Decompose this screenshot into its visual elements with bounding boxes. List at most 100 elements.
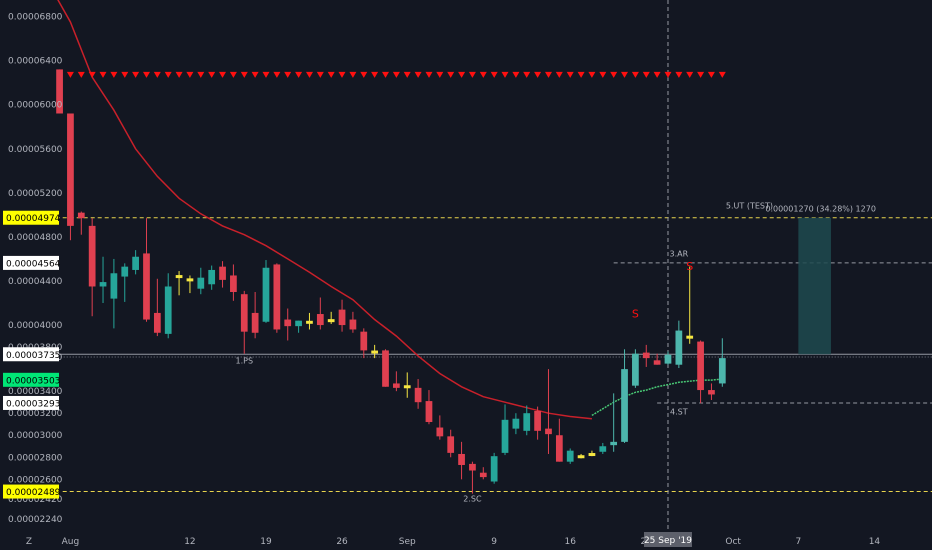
candle[interactable] <box>425 390 433 425</box>
candle[interactable] <box>273 263 281 333</box>
candle[interactable] <box>534 406 541 440</box>
candle[interactable] <box>230 264 237 301</box>
candle[interactable] <box>414 379 422 409</box>
crosshair-date-label: 25 Sep '19 <box>644 536 692 546</box>
sell-marker-icon <box>697 71 705 78</box>
candle-body <box>577 455 585 459</box>
price-flag-label: 0.00004564 <box>6 259 61 269</box>
candle[interactable] <box>708 383 715 400</box>
y-tick-label: 0.00006800 <box>8 13 63 23</box>
candle[interactable] <box>306 312 313 330</box>
signal-s-label: S <box>632 307 639 320</box>
candle[interactable] <box>143 218 150 322</box>
candle-body <box>403 385 411 389</box>
candle[interactable] <box>545 369 552 454</box>
candle[interactable] <box>382 349 389 387</box>
sell-marker-icon <box>664 71 672 78</box>
candle-body <box>306 320 313 324</box>
candle[interactable] <box>523 405 531 436</box>
candle[interactable] <box>621 349 628 443</box>
candle[interactable] <box>436 415 444 440</box>
sell-marker-icon <box>588 71 596 78</box>
candle-body <box>393 383 400 388</box>
candle[interactable] <box>588 450 596 457</box>
candle-body <box>599 446 607 452</box>
sell-marker-icon <box>490 71 498 78</box>
candle[interactable] <box>295 320 302 333</box>
candle[interactable] <box>686 266 694 344</box>
candle[interactable] <box>262 260 270 323</box>
candle[interactable] <box>77 211 85 235</box>
candle[interactable] <box>121 263 129 302</box>
price-flag-label: 0.00003293 <box>6 399 60 409</box>
candle[interactable] <box>653 353 661 365</box>
candle[interactable] <box>56 69 63 114</box>
candle[interactable] <box>469 461 476 494</box>
candle-body <box>664 354 672 364</box>
candle[interactable] <box>371 344 379 359</box>
candle[interactable] <box>718 338 726 387</box>
candle[interactable] <box>153 278 161 337</box>
candle[interactable] <box>555 418 563 462</box>
candle[interactable] <box>512 413 520 435</box>
sell-marker-icon <box>153 71 161 78</box>
candle[interactable] <box>393 371 400 392</box>
candle[interactable] <box>349 311 357 333</box>
y-tick-label: 0.00004000 <box>8 321 63 331</box>
candle[interactable] <box>632 349 639 388</box>
candle-body <box>534 410 541 431</box>
candle[interactable] <box>458 441 465 480</box>
candle[interactable] <box>88 218 96 317</box>
candle-body <box>382 350 389 387</box>
candle[interactable] <box>675 320 683 369</box>
sell-marker-icon <box>143 71 150 78</box>
candle[interactable] <box>664 351 672 365</box>
candle[interactable] <box>447 429 455 458</box>
candle[interactable] <box>697 340 704 404</box>
candle-body <box>566 450 574 462</box>
sell-marker-icon <box>306 71 313 78</box>
candle[interactable] <box>208 265 216 290</box>
candle[interactable] <box>403 372 411 398</box>
candle[interactable] <box>110 258 118 329</box>
sell-marker-icon <box>566 71 574 78</box>
candle-body <box>110 273 118 299</box>
candle[interactable] <box>599 442 607 454</box>
candle-body <box>425 401 433 423</box>
sell-marker-icon <box>273 71 281 78</box>
candle-body <box>295 320 302 327</box>
x-tick-label: Sep <box>399 537 416 547</box>
candle-body <box>56 69 63 114</box>
candle[interactable] <box>219 261 226 288</box>
candle[interactable] <box>501 404 509 456</box>
candle[interactable] <box>186 275 194 294</box>
candle[interactable] <box>316 297 324 330</box>
x-tick-label: 19 <box>260 537 272 547</box>
candle[interactable] <box>338 299 346 332</box>
candle[interactable] <box>490 452 498 484</box>
candle[interactable] <box>251 291 259 339</box>
candle[interactable] <box>566 448 574 464</box>
candle[interactable] <box>577 453 585 459</box>
candle[interactable] <box>610 393 618 452</box>
sell-marker-icon <box>186 71 194 78</box>
candle-body <box>132 256 139 270</box>
candle[interactable] <box>132 250 139 275</box>
candle[interactable] <box>164 273 172 339</box>
y-tick-label: 0.00003200 <box>8 409 63 419</box>
sell-marker-icon <box>262 71 270 78</box>
candle[interactable] <box>327 311 335 324</box>
candle[interactable] <box>240 290 248 354</box>
candle-body <box>632 353 639 386</box>
candle[interactable] <box>284 308 292 341</box>
candle[interactable] <box>175 271 183 296</box>
candle[interactable] <box>642 344 650 367</box>
sell-marker-icon <box>164 71 172 78</box>
y-tick-label: 0.00002800 <box>8 453 63 463</box>
candle[interactable] <box>479 467 487 480</box>
candle[interactable] <box>360 328 368 359</box>
candle[interactable] <box>67 113 74 241</box>
candle[interactable] <box>197 267 205 295</box>
candle[interactable] <box>99 256 107 304</box>
